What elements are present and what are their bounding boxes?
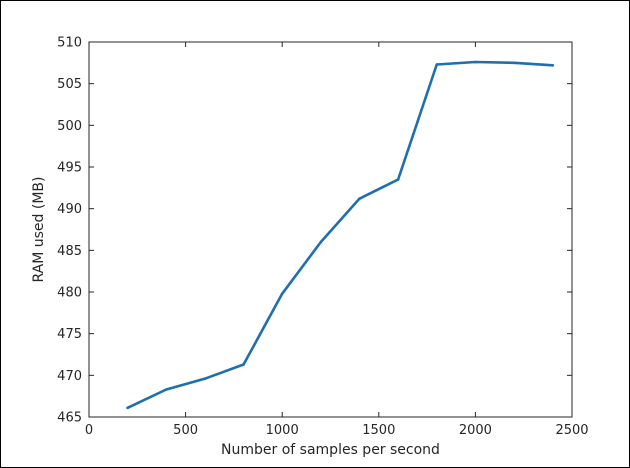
data-point (358, 197, 361, 200)
data-point (242, 363, 245, 366)
data-point (396, 178, 400, 181)
y-tick-label: 510 (57, 36, 82, 51)
y-axis-title: RAM used (MB) (31, 177, 47, 283)
data-point (435, 63, 439, 66)
data-point (164, 388, 168, 391)
x-tick-label: 2000 (459, 423, 492, 438)
data-point (280, 292, 284, 295)
data-point (319, 240, 323, 244)
y-tick-label: 480 (57, 286, 82, 301)
y-tick-label: 475 (57, 327, 82, 342)
data-point (203, 377, 207, 380)
series-line-1 (126, 60, 554, 410)
series-layer (126, 60, 554, 410)
x-tick-label: 1000 (266, 423, 299, 438)
x-tick-label: 2500 (555, 423, 588, 438)
data-point (474, 60, 477, 64)
x-axis-title: Number of samples per second (221, 442, 440, 458)
y-tick-label: 495 (57, 161, 82, 176)
tick-labels: 0 500 1000 1500 2000 2500 465 470 475 480 485 490 49… (57, 36, 588, 439)
y-tick-label: 490 (57, 202, 82, 217)
y-tick-label: 470 (57, 369, 82, 384)
x-tick-label: 1500 (362, 423, 395, 438)
y-tick-label: 500 (57, 119, 82, 134)
y-tick-label: 485 (57, 244, 82, 259)
x-tick-label: 500 (173, 423, 198, 438)
data-point (551, 64, 554, 67)
y-tick-label: 465 (57, 411, 82, 426)
data-point (512, 61, 516, 65)
axes-box (88, 41, 573, 418)
tick-marks (88, 41, 573, 418)
y-tick-label: 505 (57, 77, 82, 92)
data-point (126, 406, 129, 410)
axes (88, 41, 573, 418)
x-tick-label: 0 (85, 423, 93, 438)
